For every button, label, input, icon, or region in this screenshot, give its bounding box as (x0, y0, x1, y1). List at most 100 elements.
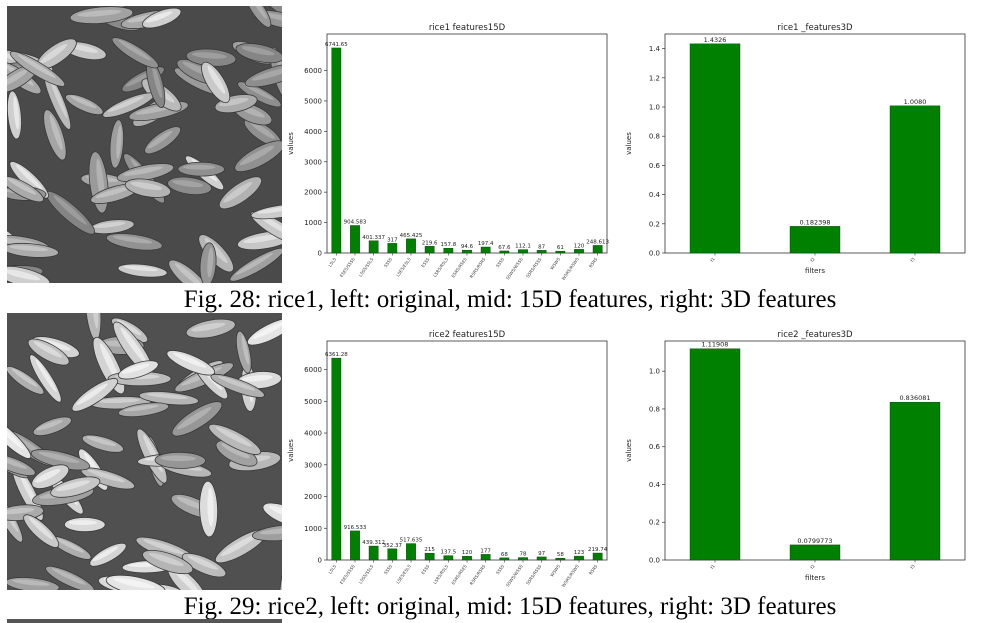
chart-title: rice1 _features3D (777, 23, 853, 33)
bar-value-label: 916.533 (344, 525, 367, 531)
y-tick-label: 1000 (304, 525, 322, 533)
x-tick-label: S5W5/W5S5 (505, 563, 524, 587)
y-tick-label: 0.6 (649, 443, 661, 451)
bar-value-label: 123 (574, 550, 585, 556)
bar (518, 249, 528, 254)
bar-value-label: 120 (574, 243, 585, 249)
bar (889, 401, 941, 561)
bar-value-label: 94.6 (461, 244, 474, 250)
y-tick-label: 0.8 (649, 133, 660, 141)
bar-value-label: 58 (557, 552, 564, 558)
bar (592, 245, 603, 254)
bar (499, 250, 510, 254)
chart-title: rice1 features15D (429, 23, 506, 33)
bar (387, 548, 398, 561)
bar-value-label: 177 (480, 548, 491, 554)
bar-value-label: 517.635 (400, 538, 423, 544)
y-tick-label: 5000 (304, 398, 322, 406)
bar-value-label: 61 (557, 245, 564, 251)
x-tick-label: S5S5 (383, 563, 393, 575)
bar-value-label: 157.8 (440, 242, 456, 248)
x-tick-label: E5R5/R5E5 (450, 563, 468, 585)
bar-value-label: 97 (538, 551, 545, 557)
bar-value-label: 197.4 (478, 241, 494, 247)
x-tick-label: W5W5 (549, 563, 561, 577)
bar (499, 557, 510, 561)
y-tick-label: 2000 (304, 189, 322, 197)
x-tick-label: R5R5/R5R5 (469, 563, 487, 586)
bar (424, 246, 435, 254)
y-axis-label: values (625, 132, 633, 155)
plot-frame (326, 340, 608, 561)
y-axis-label: values (287, 439, 295, 462)
y-tick-label: 0.4 (649, 191, 661, 199)
chart-rice1-15d: rice1 features15D 0 1000 2000 3000 4000 5000 60… (287, 23, 610, 281)
y-tick-label: 5000 (304, 97, 322, 105)
x-tick-label: R5R5 (588, 256, 599, 268)
y-tick-label: 0.0 (649, 250, 660, 258)
y-axis-label: values (287, 132, 295, 155)
chart-rice2-3d: rice2 _features3D 0.0 0.2 0.4 0.6 0.8 1.0 value… (625, 330, 966, 582)
bar-value-label: 219.6 (422, 240, 438, 246)
bar (592, 552, 603, 561)
x-tick-label: R5R5 (588, 563, 599, 575)
y-tick-label: 1.4 (649, 45, 661, 53)
y-tick-label: 0.8 (649, 405, 660, 413)
y-tick-label: 2000 (304, 493, 322, 501)
x-tick-label: S5R5/R5S5 (525, 563, 543, 585)
bar (406, 543, 416, 561)
bar (368, 545, 379, 561)
x-tick-label: f1 (709, 256, 716, 263)
bar (480, 246, 491, 254)
x-tick-label: R5R5/R5R5 (469, 256, 487, 279)
x-tick-label: L5S5/S5L5 (358, 563, 375, 584)
x-tick-label: L5S5/S5L5 (358, 256, 375, 277)
bar (574, 555, 584, 561)
y-tick-label: 0 (318, 250, 322, 258)
bar (689, 43, 741, 254)
y-tick-label: 3000 (304, 158, 322, 166)
x-tick-label: f2 (809, 256, 816, 263)
figure-28-caption: Fig. 28: rice1, left: original, mid: 15D… (183, 286, 837, 313)
bar (350, 530, 360, 561)
bar (462, 555, 472, 561)
bar-value-label: 215 (424, 547, 435, 553)
x-tick-label: E5S5 (420, 256, 430, 268)
x-tick-label: S5R5/R5S5 (525, 256, 543, 278)
plot-frame (326, 33, 608, 254)
chart-title: rice2 features15D (429, 330, 506, 340)
bar (331, 357, 342, 561)
bar-value-label: 87 (538, 244, 545, 250)
x-tick-label: S5S5 (495, 563, 505, 575)
y-tick-label: 0.6 (649, 162, 661, 170)
rice2-original-image (7, 313, 282, 590)
bar-value-label: 137.5 (440, 550, 456, 556)
bar-value-label: 120 (462, 550, 473, 556)
x-axis-label: filters (805, 574, 825, 582)
bar (387, 243, 398, 254)
bar (462, 249, 472, 254)
y-tick-label: 0.2 (649, 519, 660, 527)
rice2-grain-texture (7, 313, 282, 590)
bar-value-label: 112.1 (515, 244, 531, 250)
y-tick-label: 1.2 (649, 74, 660, 82)
bar-value-label: 317 (387, 237, 398, 243)
y-tick-label: 4000 (304, 128, 322, 136)
y-tick-label: 4000 (304, 430, 322, 438)
x-tick-label: E5E5/S5S5 (339, 256, 356, 278)
y-tick-label: 6000 (304, 67, 322, 75)
y-tick-label: 3000 (304, 461, 322, 469)
y-tick-label: 1000 (304, 219, 322, 227)
x-tick-label: E5E5/S5S5 (339, 563, 356, 585)
x-axis-label: filters (805, 267, 825, 275)
x-tick-label: f1 (709, 563, 716, 570)
bar-value-label: 904.583 (344, 219, 367, 225)
bar-value-label: 1.4326 (704, 36, 727, 44)
bar (518, 557, 528, 561)
bar (555, 250, 566, 254)
bar-value-label: 352.37 (383, 543, 403, 549)
bar-value-label: 1.11908 (702, 341, 729, 349)
x-tick-label: W5R5/R5W5 (561, 256, 580, 281)
bar-value-label: 248.613 (586, 239, 609, 245)
chart-rice1-3d: rice1 _features3D 0.0 0.2 0.4 0.6 0.8 1.0 1.2 1.… (625, 23, 966, 275)
